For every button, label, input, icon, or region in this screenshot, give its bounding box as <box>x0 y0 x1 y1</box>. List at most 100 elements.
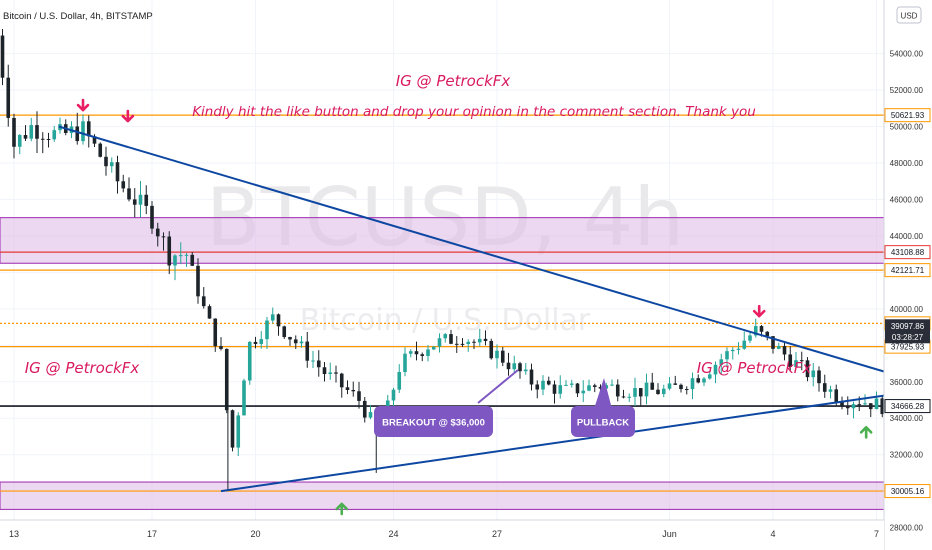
chart-title: Bitcoin / U.S. Dollar, 4h, BITSTAMP <box>3 11 153 22</box>
time-tick-label: 7 <box>874 529 879 539</box>
candle-body <box>598 386 603 389</box>
time-tick-label: 17 <box>147 529 157 539</box>
candle-body <box>288 337 292 340</box>
candle-body <box>178 255 183 257</box>
candle-body <box>339 373 344 388</box>
candle-body <box>247 341 252 381</box>
candle-body <box>581 390 586 394</box>
candle-body <box>845 406 850 409</box>
candle-body <box>765 331 770 337</box>
level-price-box <box>884 484 931 499</box>
candle-body <box>293 339 298 344</box>
candle-body <box>357 391 361 401</box>
candle-body <box>483 338 488 341</box>
price-tick-label: 32000.00 <box>890 451 924 460</box>
candle-body <box>81 121 85 142</box>
candle-body <box>213 318 218 347</box>
level-price-label: 37925.93 <box>891 343 925 352</box>
candle-body <box>276 314 281 327</box>
price-tick-label: 34000.00 <box>890 414 924 423</box>
candle-body <box>115 162 120 182</box>
candle-body <box>35 125 39 139</box>
candle-body <box>414 351 419 355</box>
candle-body <box>282 326 287 338</box>
trendline <box>58 125 932 387</box>
pullback-callout-box <box>571 406 635 437</box>
bar-countdown-label: 03:28:27 <box>892 333 924 342</box>
price-tick-label: 50000.00 <box>890 122 924 131</box>
candle-body <box>725 351 729 360</box>
candle-body <box>0 35 5 78</box>
candle-body <box>730 349 735 352</box>
candle-body <box>794 360 798 367</box>
candle-body <box>673 383 678 385</box>
candle-body <box>391 389 396 401</box>
level-price-label: 30005.16 <box>891 487 925 496</box>
price-tick-label: 36000.00 <box>890 378 924 387</box>
price-tick-label: 52000.00 <box>890 86 924 95</box>
candle-body <box>834 389 839 403</box>
breakout-callout-box <box>374 406 493 437</box>
candle-body <box>86 121 91 137</box>
candle-body <box>541 380 545 390</box>
candle-body <box>322 367 327 375</box>
price-zone <box>0 481 885 510</box>
level-price-label: 50621.93 <box>891 111 925 120</box>
candle-body <box>569 383 574 385</box>
candle-body <box>138 194 143 205</box>
candle-body <box>661 388 666 395</box>
candle-body <box>368 412 373 418</box>
price-tick-label: 48000.00 <box>890 159 924 168</box>
pullback-callout-pointer <box>594 378 612 409</box>
candle-body <box>564 384 568 386</box>
candle-body <box>207 306 212 319</box>
candle-body <box>776 346 781 349</box>
candle-body <box>29 125 34 139</box>
candle-body <box>679 384 683 390</box>
candle-body <box>270 314 275 321</box>
time-tick-label: 24 <box>388 529 398 539</box>
candle-body <box>840 402 844 407</box>
candle-body <box>627 396 632 398</box>
candle-body <box>805 360 810 378</box>
candle-body <box>132 199 137 205</box>
candle-body <box>621 396 626 398</box>
current-price-box <box>885 319 930 344</box>
candle-body <box>431 346 436 350</box>
candle-body <box>863 403 867 405</box>
candle-body <box>454 343 459 345</box>
candle-body <box>615 384 620 397</box>
candle-body <box>575 383 580 394</box>
candle-body <box>696 378 701 383</box>
price-tick-label: 46000.00 <box>890 195 924 204</box>
comment-message: Kindly hit the like button and drop your… <box>192 104 756 120</box>
candle-body <box>161 236 166 238</box>
candle-body <box>23 135 28 139</box>
candle-body <box>305 341 310 361</box>
candle-body <box>518 363 522 372</box>
ig-handle-right: IG @ PetrockFx <box>697 359 812 377</box>
candle-body <box>713 364 718 375</box>
candle-body <box>817 370 821 384</box>
candle-body <box>477 338 482 343</box>
candle-body <box>236 415 241 448</box>
currency-badge-label: USD <box>901 12 918 21</box>
candle-body <box>707 374 712 379</box>
candle-body <box>40 138 45 140</box>
candle-body <box>196 265 200 297</box>
candle-body <box>650 382 655 390</box>
candle-body <box>443 334 448 339</box>
candle-body <box>592 385 597 387</box>
candle-body <box>782 346 787 355</box>
currency-badge[interactable]: USD <box>896 6 922 24</box>
candle-body <box>610 384 614 386</box>
price-tick-label: 44000.00 <box>890 232 924 241</box>
candle-body <box>150 205 154 229</box>
candle-body <box>253 341 258 344</box>
candle-body <box>489 340 494 359</box>
time-tick-label: 13 <box>9 529 19 539</box>
candle-body <box>788 354 793 367</box>
candle-body <box>17 135 22 147</box>
candle-body <box>535 384 540 390</box>
